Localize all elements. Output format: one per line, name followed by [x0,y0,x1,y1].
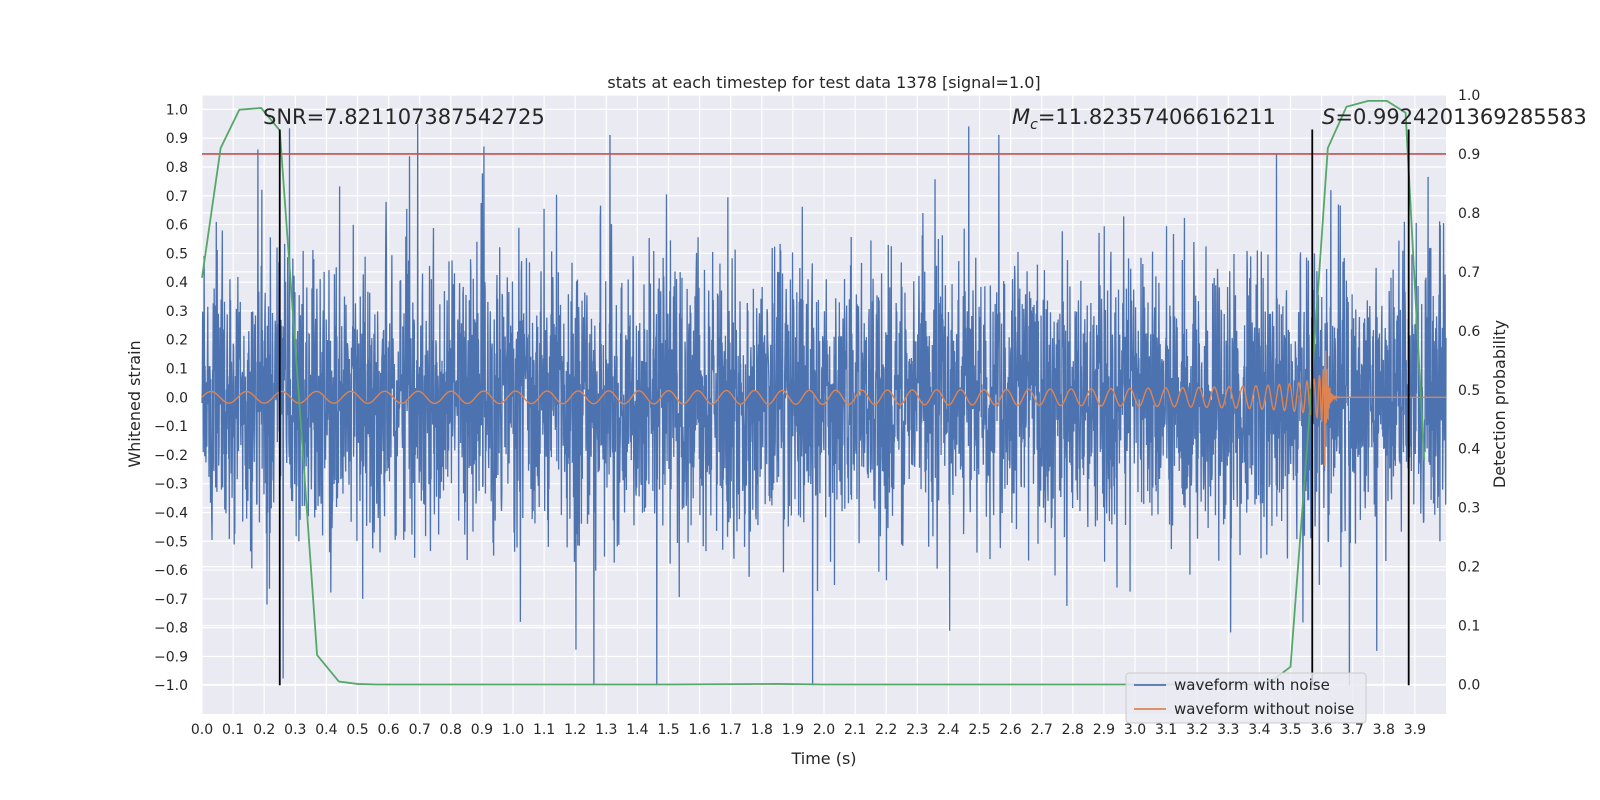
x-tick-label: 3.4 [1248,722,1270,738]
probability-line [201,100,1426,686]
noisy-waveform-series [201,123,1447,686]
y-tick-label-right: 0.8 [1458,206,1480,222]
chirp-mass-subscript: c [1030,117,1038,133]
x-tick-label: 0.5 [346,722,368,738]
x-tick-label: 2.6 [999,722,1021,738]
y-tick-label-left: −0.6 [154,563,188,579]
y-tick-label-right: 0.2 [1458,560,1480,576]
clean-waveform-line [201,350,1446,467]
chart-title: stats at each timestep for test data 137… [607,73,1040,92]
x-tick-label: 0.9 [471,722,493,738]
x-tick-label: 1.5 [657,722,679,738]
x-tick-label: 2.0 [813,722,835,738]
x-tick-label: 0.6 [377,722,399,738]
x-tick-label: 0.3 [284,722,306,738]
x-tick-label: 0.4 [315,722,337,738]
chirp-mass-annotation: Mc=11.82357406616211 [1012,105,1276,133]
y-tick-label-left: 0.2 [166,333,188,349]
legend: waveform with noise waveform without noi… [1125,672,1367,724]
y-tick-label-right: 0.7 [1458,265,1480,281]
chirp-mass-symbol: M [1012,105,1030,129]
y-tick-label-right: 0.5 [1458,383,1480,399]
x-tick-label: 1.1 [533,722,555,738]
x-tick-label: 3.6 [1310,722,1332,738]
x-tick-label: 2.8 [1062,722,1084,738]
clean-waveform-series [201,350,1446,467]
y-tick-label-right: 0.1 [1458,619,1480,635]
y-axis-label-right: Detection probability [1490,320,1509,488]
x-tick-label: 0.8 [440,722,462,738]
detection-probability-series [201,100,1446,686]
y-axis-label-left: Whitened strain [125,340,144,467]
legend-box [1125,672,1367,724]
vertical-markers [278,129,1410,686]
x-tick-label: 1.9 [782,722,804,738]
x-tick-label: 2.3 [906,722,928,738]
x-tick-label: 3.8 [1373,722,1395,738]
x-tick-label: 3.5 [1279,722,1301,738]
y-tick-label-left: −0.2 [154,448,188,464]
x-tick-label: 3.0 [1124,722,1146,738]
y-tick-label-left: −0.4 [154,505,188,521]
y-tick-label-left: 0.6 [166,218,188,234]
y-tick-label-left: −0.5 [154,534,188,550]
y-tick-label-left: 0.5 [166,246,188,262]
score-symbol: S [1322,105,1335,129]
y-tick-label-left: −0.8 [154,621,188,637]
x-tick-label: 3.9 [1404,722,1426,738]
y-tick-label-left: 0.7 [166,189,188,205]
x-tick-label: 1.2 [564,722,586,738]
x-tick-label: 3.1 [1155,722,1177,738]
score-value: =0.9924201369285583 [1335,105,1586,129]
y-tick-label-left: 0.4 [166,275,188,291]
x-tick-label: 1.3 [595,722,617,738]
y-tick-label-left: 1.0 [166,102,188,118]
y-tick-label-left: 0.1 [166,362,188,378]
x-tick-label: 1.6 [688,722,710,738]
x-tick-label: 2.1 [844,722,866,738]
y-tick-label-left: −1.0 [154,678,188,694]
y-tick-label-left: −0.7 [154,592,188,608]
y-tick-label-left: 0.9 [166,131,188,147]
x-tick-label: 1.8 [751,722,773,738]
chirp-mass-value: =11.82357406616211 [1038,105,1276,129]
y-tick-label-right: 1.0 [1458,88,1480,104]
y-tick-label-right: 0.3 [1458,501,1480,517]
x-tick-label: 3.3 [1217,722,1239,738]
x-tick-label: 0.7 [409,722,431,738]
snr-annotation: SNR=7.821107387542725 [263,105,545,129]
x-tick-label: 0.0 [191,722,213,738]
x-tick-label: 1.7 [720,722,742,738]
x-tick-label: 1.0 [502,722,524,738]
x-tick-label: 0.2 [253,722,275,738]
y-tick-label-right: 0.4 [1458,442,1480,458]
score-annotation: S=0.9924201369285583 [1322,105,1587,129]
x-tick-label: 0.1 [222,722,244,738]
y-tick-label-left: 0.3 [166,304,188,320]
x-tick-label: 1.4 [626,722,648,738]
x-tick-label: 2.9 [1093,722,1115,738]
noisy-waveform-line [201,123,1447,686]
x-tick-label: 2.7 [1031,722,1053,738]
x-tick-label: 2.4 [937,722,959,738]
x-tick-label: 2.2 [875,722,897,738]
x-tick-label: 3.7 [1342,722,1364,738]
y-tick-label-right: 0.9 [1458,147,1480,163]
legend-label-clean: waveform without noise [1174,700,1354,718]
x-axis-label: Time (s) [790,749,856,768]
axis-ticks: 0.0 0.1 0.2 0.3 0.4 0.5 0.6 0.7 0.8 0.9 1.0 1.1 1.2 1… [154,88,1480,738]
y-tick-label-left: 0.8 [166,160,188,176]
x-tick-label: 3.2 [1186,722,1208,738]
y-tick-label-left: −0.3 [154,477,188,493]
y-tick-label-right: 0.0 [1458,678,1480,694]
y-tick-label-right: 0.6 [1458,324,1480,340]
x-tick-label: 2.5 [968,722,990,738]
y-tick-label-left: −0.1 [154,419,188,435]
y-tick-label-left: 0.0 [166,390,188,406]
legend-label-noisy: waveform with noise [1174,676,1330,694]
y-tick-label-left: −0.9 [154,649,188,665]
